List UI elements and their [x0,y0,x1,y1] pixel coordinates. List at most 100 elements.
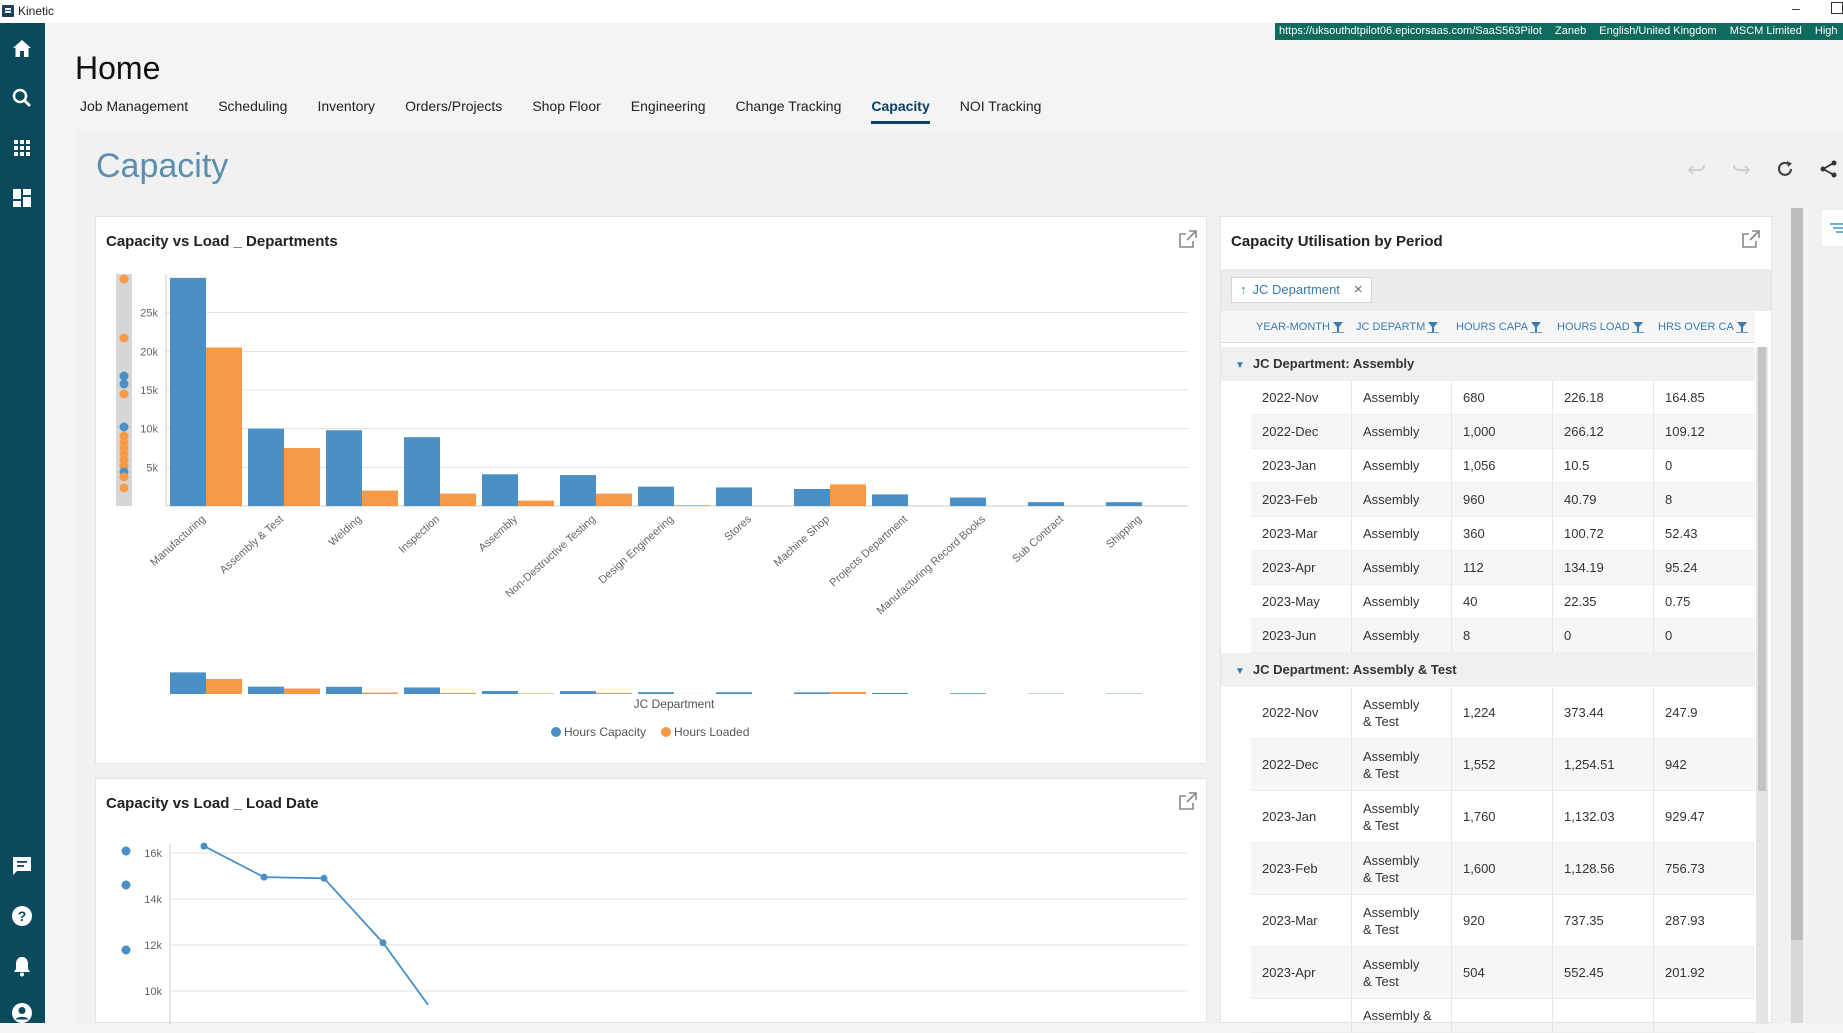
range-marker[interactable] [122,847,131,856]
line-point[interactable] [321,875,328,882]
help-icon[interactable]: ? [10,904,34,928]
bar-hours-capacity[interactable] [950,497,986,506]
bar-hours-loaded[interactable] [596,494,632,506]
search-icon[interactable] [10,86,34,110]
bar-hours-loaded[interactable] [284,448,320,506]
undo-icon[interactable] [1686,158,1708,180]
refresh-icon[interactable] [1774,158,1796,180]
chat-icon[interactable] [10,854,34,878]
range-marker[interactable] [120,334,129,343]
tab-orders-projects[interactable]: Orders/Projects [405,98,502,124]
filter-icon[interactable] [1736,321,1748,333]
range-marker[interactable] [120,372,129,381]
user-icon[interactable] [10,1001,34,1025]
home-icon[interactable] [10,37,34,61]
bar-hours-loaded[interactable] [830,484,866,506]
column-header[interactable]: HRS OVER CA [1658,321,1748,333]
tab-scheduling[interactable]: Scheduling [218,98,287,124]
page-scroll-thumb[interactable] [1791,208,1803,940]
legend-label-capacity[interactable]: Hours Capacity [564,725,646,739]
bar-hours-capacity[interactable] [716,487,752,506]
tab-job-management[interactable]: Job Management [80,98,188,124]
page-scrollbar[interactable] [1791,208,1803,1023]
bar-hours-loaded[interactable] [440,494,476,506]
collapse-caret-icon[interactable]: ▼ [1235,655,1245,689]
remove-group-icon[interactable]: × [1354,278,1363,302]
filter-icon[interactable] [1530,321,1542,333]
tab-noi-tracking[interactable]: NOI Tracking [960,98,1042,124]
range-marker[interactable] [120,423,129,432]
tab-inventory[interactable]: Inventory [317,98,375,124]
apps-grid-icon[interactable] [10,136,34,160]
share-icon[interactable] [1818,158,1840,180]
tab-shop-floor[interactable]: Shop Floor [532,98,600,124]
range-marker[interactable] [122,946,131,955]
bar-hours-capacity[interactable] [872,494,908,506]
grid-scrollbar[interactable] [1756,347,1768,1024]
bar-hours-capacity[interactable] [404,437,440,506]
dashboard-icon[interactable] [10,186,34,210]
line-point[interactable] [380,939,387,946]
legend-label-loaded[interactable]: Hours Loaded [674,725,749,739]
column-header[interactable]: YEAR-MONTH [1256,321,1344,333]
range-marker[interactable] [120,390,129,399]
range-marker[interactable] [122,881,131,890]
bar-hours-capacity[interactable] [1028,502,1064,506]
group-chip[interactable]: ↑ JC Department × [1231,277,1372,303]
column-header[interactable]: JC DEPARTM [1356,321,1439,333]
bar-hours-loaded[interactable] [206,347,242,506]
expand-icon[interactable] [1741,229,1761,249]
tab-change-tracking[interactable]: Change Tracking [736,98,842,124]
bar-hours-capacity[interactable] [560,475,596,506]
maximize-button[interactable] [1831,2,1843,14]
column-header[interactable]: HOURS LOAD [1557,321,1644,333]
line-point[interactable] [261,874,268,881]
group-row[interactable]: ▼JC Department: Assembly [1221,347,1755,381]
range-marker[interactable] [120,473,129,482]
bar-hours-capacity[interactable] [170,278,206,506]
column-header[interactable]: HOURS CAPA [1456,321,1542,333]
table-row[interactable]: Assembly & [1251,999,1755,1033]
bar-hours-capacity[interactable] [794,489,830,506]
filter-icon[interactable] [1427,321,1439,333]
filter-icon[interactable] [1332,321,1344,333]
range-marker[interactable] [120,484,129,493]
filter-icon[interactable] [1632,321,1644,333]
bell-icon[interactable] [10,954,34,978]
grid-scroll-thumb[interactable] [1758,347,1766,791]
bar-hours-capacity[interactable] [1106,502,1142,506]
collapse-caret-icon[interactable]: ▼ [1235,349,1245,383]
bar-hours-loaded[interactable] [518,501,554,506]
minimize-button[interactable]: – [1792,0,1800,16]
bar-hours-capacity[interactable] [248,429,284,506]
bar-hours-loaded[interactable] [362,491,398,506]
bar-hours-loaded[interactable] [674,505,710,506]
expand-icon[interactable] [1178,791,1198,811]
expand-icon[interactable] [1178,229,1198,249]
redo-icon[interactable] [1730,158,1752,180]
filter-panel-icon[interactable] [1822,210,1843,246]
bar-hours-capacity[interactable] [482,474,518,506]
bar-hours-capacity[interactable] [326,430,362,506]
tab-engineering[interactable]: Engineering [631,98,706,124]
tab-capacity[interactable]: Capacity [871,98,929,124]
line-point[interactable] [201,843,208,850]
bar-hours-capacity[interactable] [638,487,674,506]
range-marker[interactable] [120,275,129,284]
group-row[interactable]: ▼JC Department: Assembly & Test [1221,653,1755,687]
range-marker[interactable] [120,380,129,389]
